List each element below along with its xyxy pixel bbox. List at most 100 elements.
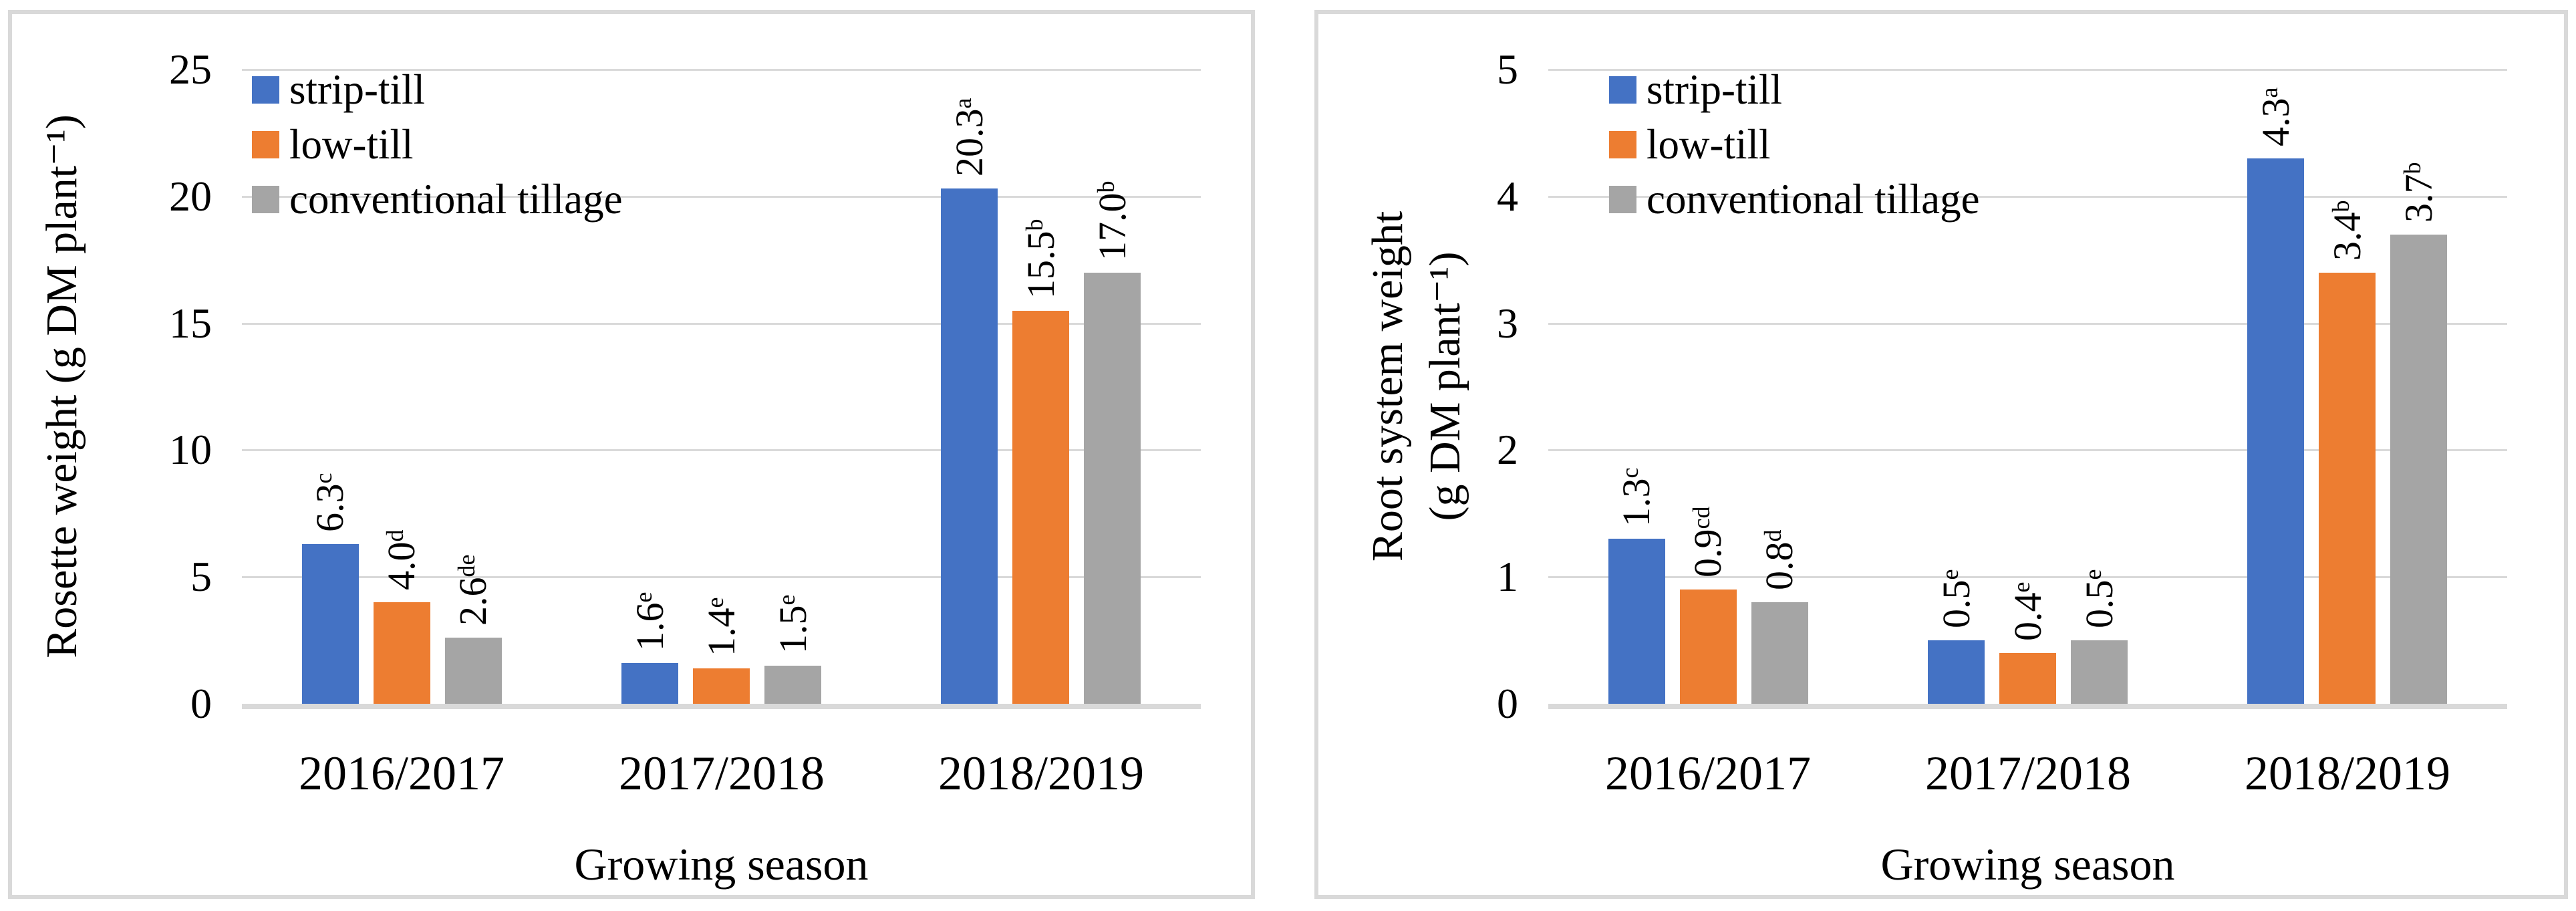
gridline (1548, 576, 2507, 578)
y-axis-tick-label: 20 (169, 172, 212, 220)
bar-low-till (1012, 311, 1069, 704)
significance-letter: e (2079, 569, 2106, 580)
category-label: 2017/2018 (618, 747, 825, 800)
gridline (1548, 196, 2507, 198)
bar-conventional-tillage (764, 666, 821, 704)
legend-item-low-till: low-till (252, 117, 414, 172)
legend-swatch (1609, 76, 1636, 104)
category-label: 2016/2017 (298, 747, 505, 800)
bar-data-label: 4.3a (2254, 87, 2297, 146)
bar-conventional-tillage (445, 638, 502, 704)
bar-data-label: 1.6e (628, 592, 672, 651)
bar-data-label: 2.6de (451, 554, 494, 626)
y-axis-tick-label: 5 (1497, 45, 1518, 93)
bar-low-till (374, 602, 430, 704)
legend-swatch (252, 76, 279, 104)
root-system-weight-chart-panel: Root system weight (g DM plant⁻¹) Growin… (1314, 10, 2568, 899)
x-axis-title: Growing season (574, 839, 869, 890)
legend-item-conventional-tillage: conventional tillage (252, 172, 623, 227)
legend-label: conventional tillage (289, 175, 623, 223)
gridline (242, 449, 1201, 451)
y-axis-tick-label: 15 (169, 299, 212, 347)
legend-label: low-till (1647, 120, 1771, 168)
significance-letter: e (772, 594, 800, 606)
bar-low-till (2319, 273, 2376, 704)
legend-label: strip-till (1647, 66, 1782, 113)
y-axis-tick-label: 1 (1497, 553, 1518, 600)
x-axis-line (1548, 704, 2507, 709)
bar-conventional-tillage (2071, 640, 2128, 704)
significance-letter: b (2398, 162, 2426, 174)
y-axis-tick-label: 0 (1497, 680, 1518, 727)
significance-letter: e (701, 597, 728, 608)
gridline (242, 69, 1201, 71)
category-label: 2018/2019 (2244, 747, 2450, 800)
legend-item-strip-till: strip-till (1609, 62, 1782, 117)
bar-data-label: 1.4e (700, 597, 743, 656)
significance-letter: e (2007, 581, 2035, 593)
bar-low-till (693, 668, 750, 704)
bar-conventional-tillage (1751, 602, 1808, 704)
legend-swatch (252, 185, 279, 213)
significance-letter: d (1759, 529, 1786, 542)
bar-strip-till (2247, 158, 2304, 704)
legend-swatch (1609, 185, 1636, 213)
y-axis-tick-label: 25 (169, 45, 212, 93)
bar-strip-till (621, 663, 678, 704)
category-label: 2016/2017 (1604, 747, 1811, 800)
legend-swatch (1609, 130, 1636, 158)
bar-data-label: 1.5e (771, 594, 815, 654)
y-axis-title-line: Root system weight (1363, 211, 1412, 562)
legend-label: strip-till (289, 66, 425, 113)
significance-letter: de (452, 554, 480, 577)
bar-data-label: 4.0d (380, 529, 423, 590)
bar-strip-till (1608, 539, 1665, 704)
category-label: 2018/2019 (938, 747, 1144, 800)
y-axis-tick-label: 10 (169, 426, 212, 473)
bar-data-label: 1.3c (1614, 467, 1658, 527)
x-axis-title: Growing season (1880, 839, 2175, 890)
y-axis-tick-label: 4 (1497, 172, 1518, 220)
bar-data-label: 0.5e (1935, 569, 1978, 628)
gridline (1548, 69, 2507, 71)
legend-label: conventional tillage (1647, 175, 1980, 223)
legend-label: low-till (289, 120, 414, 168)
bar-data-label: 0.5e (2078, 569, 2121, 628)
legend-item-conventional-tillage: conventional tillage (1609, 172, 1980, 227)
bar-strip-till (941, 188, 998, 704)
bar-data-label: 0.9cd (1686, 506, 1729, 577)
legend-item-strip-till: strip-till (252, 62, 425, 117)
significance-letter: a (2255, 87, 2283, 98)
bar-strip-till (302, 544, 359, 704)
y-axis-tick-label: 3 (1497, 299, 1518, 347)
gridline (242, 576, 1201, 578)
bar-conventional-tillage (2390, 235, 2447, 704)
gridline (242, 196, 1201, 198)
legend-item-low-till: low-till (1609, 117, 1771, 172)
bar-data-label: 0.8d (1757, 529, 1801, 590)
gridline (1548, 449, 2507, 451)
bar-low-till (1680, 590, 1737, 704)
bar-data-label: 6.3c (308, 473, 351, 532)
y-axis-title-line: (g DM plant⁻¹) (1421, 251, 1469, 521)
significance-letter: cd (1687, 506, 1715, 529)
bar-low-till (1999, 653, 2056, 704)
significance-letter: d (381, 529, 408, 542)
bar-data-label: 3.7b (2397, 162, 2440, 223)
significance-letter: e (1936, 569, 1963, 580)
bar-strip-till (1928, 640, 1985, 704)
significance-letter: e (629, 592, 657, 603)
x-axis-line (242, 704, 1201, 709)
legend-swatch (252, 130, 279, 158)
category-label: 2017/2018 (1924, 747, 2131, 800)
significance-letter: c (1616, 467, 1643, 479)
y-axis-tick-label: 2 (1497, 426, 1518, 473)
rosette-weight-chart-panel: Rosette weight (g DM plant⁻¹) Growing se… (8, 10, 1255, 899)
y-axis-tick-label: 0 (190, 680, 212, 727)
y-axis-tick-label: 5 (190, 553, 212, 600)
gridline (1548, 323, 2507, 325)
significance-letter: b (2327, 200, 2354, 213)
significance-letter: c (309, 473, 337, 484)
bar-conventional-tillage (1084, 273, 1141, 704)
bar-data-label: 3.4b (2325, 200, 2369, 261)
